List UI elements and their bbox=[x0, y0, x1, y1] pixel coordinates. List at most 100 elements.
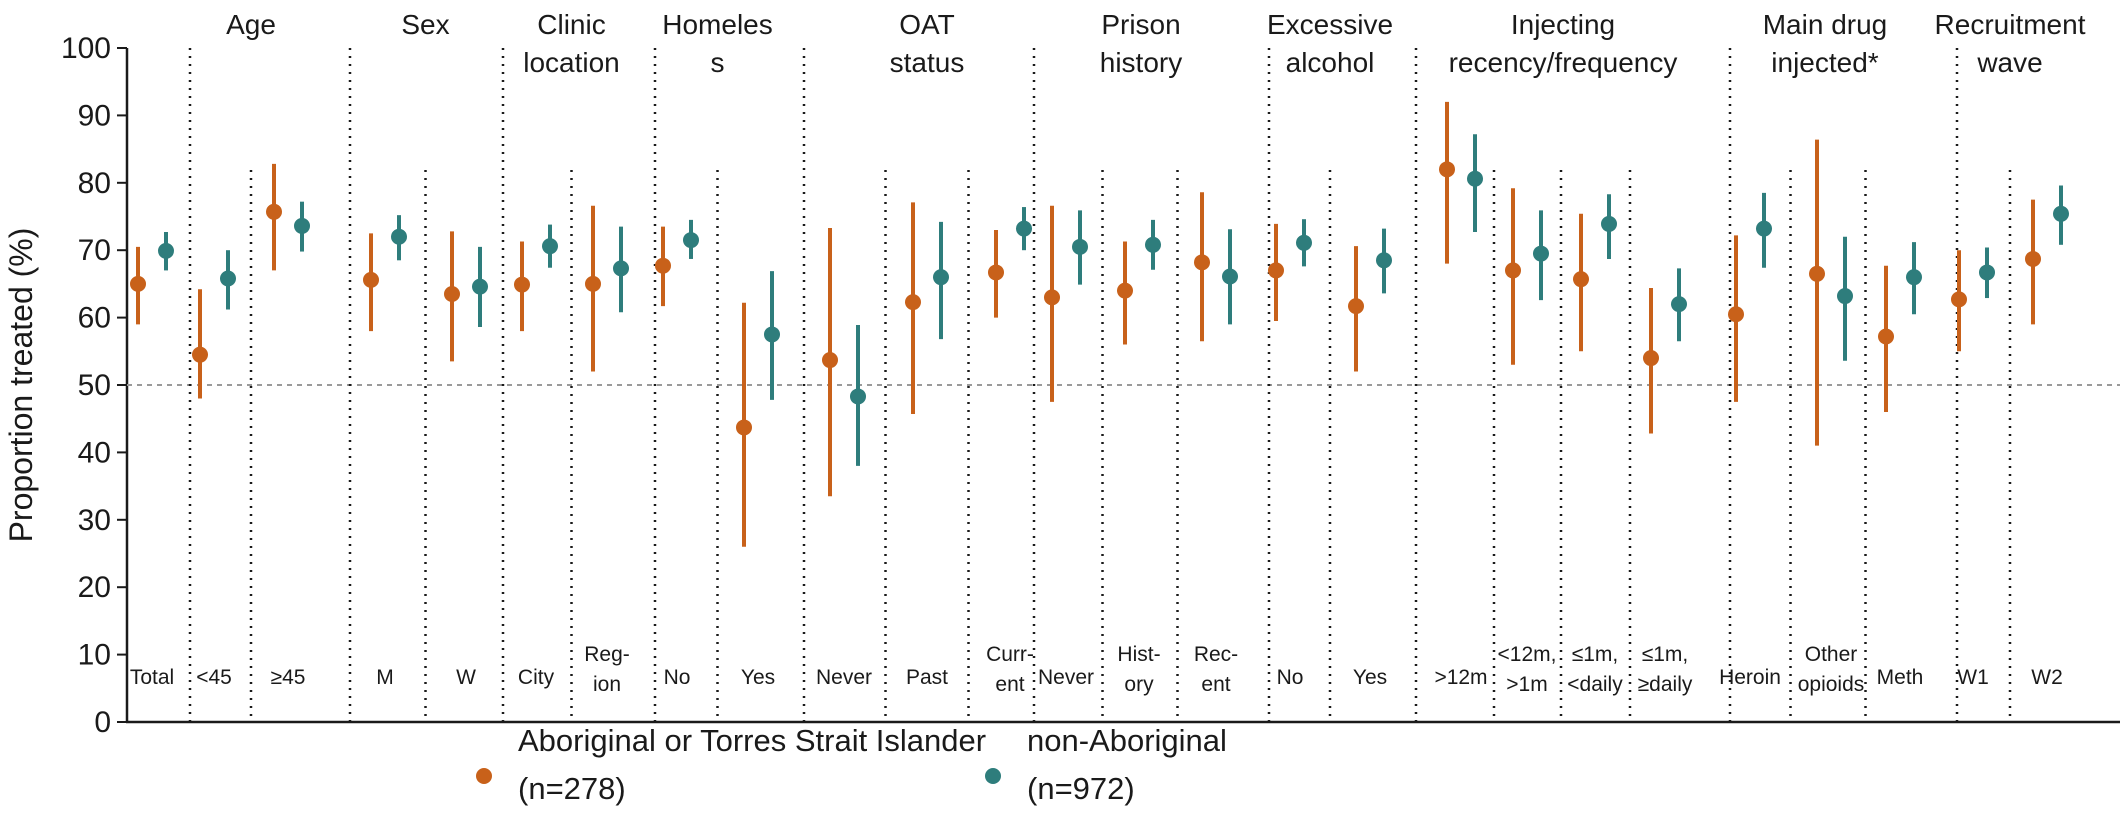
category-label: <12m, bbox=[1498, 643, 1557, 666]
category-label: City bbox=[518, 666, 555, 689]
category-label: ≤1m, bbox=[1642, 643, 1689, 666]
category-label: W1 bbox=[1957, 666, 1989, 689]
data-point bbox=[764, 326, 780, 343]
data-point bbox=[514, 276, 530, 293]
data-point bbox=[158, 242, 174, 259]
data-point bbox=[1671, 296, 1687, 313]
data-point bbox=[1573, 271, 1589, 288]
data-point bbox=[1837, 288, 1853, 305]
group-label: Excessive bbox=[1267, 9, 1393, 40]
data-point bbox=[294, 217, 310, 234]
data-point bbox=[1222, 268, 1238, 285]
data-point bbox=[1643, 350, 1659, 367]
data-point bbox=[1016, 220, 1032, 237]
group-label: Homeles bbox=[662, 9, 772, 40]
category-label: <45 bbox=[196, 666, 232, 689]
data-point bbox=[130, 275, 146, 292]
category-label: Reg- bbox=[584, 643, 630, 666]
group-label: OAT bbox=[899, 9, 954, 40]
data-point bbox=[1951, 291, 1967, 308]
legend-series-note: (n=972) bbox=[1027, 771, 1135, 806]
category-label: Heroin bbox=[1719, 666, 1781, 689]
category-label: ent bbox=[995, 673, 1024, 696]
category-label: ory bbox=[1124, 673, 1154, 696]
category-label: M bbox=[376, 666, 394, 689]
legend-series-note: (n=278) bbox=[518, 771, 626, 806]
data-point bbox=[1348, 298, 1364, 315]
y-tick-label: 30 bbox=[78, 504, 111, 537]
category-label: Never bbox=[1038, 666, 1094, 689]
data-point bbox=[655, 257, 671, 274]
y-tick-label: 0 bbox=[94, 706, 111, 739]
y-tick-label: 70 bbox=[78, 234, 111, 267]
y-tick-label: 50 bbox=[78, 369, 111, 402]
data-point bbox=[585, 275, 601, 292]
category-label: ≥45 bbox=[271, 666, 306, 689]
y-tick-label: 80 bbox=[78, 167, 111, 200]
data-point bbox=[1268, 262, 1284, 279]
group-label: Clinic bbox=[537, 9, 605, 40]
category-label: ≤1m, bbox=[1572, 643, 1619, 666]
data-point bbox=[1756, 220, 1772, 237]
category-label: Yes bbox=[1353, 666, 1387, 689]
category-label: Rec- bbox=[1194, 643, 1238, 666]
data-point bbox=[1601, 215, 1617, 232]
data-point bbox=[933, 269, 949, 286]
data-point bbox=[391, 228, 407, 245]
category-label: Never bbox=[816, 666, 872, 689]
data-point bbox=[266, 203, 282, 220]
data-point bbox=[444, 286, 460, 303]
data-point bbox=[220, 270, 236, 287]
data-point bbox=[1728, 306, 1744, 323]
data-point bbox=[683, 232, 699, 249]
data-point bbox=[988, 264, 1004, 281]
category-label: opioids bbox=[1798, 673, 1865, 696]
data-point bbox=[1809, 265, 1825, 282]
data-point bbox=[1044, 289, 1060, 306]
category-label: No bbox=[664, 666, 691, 689]
data-point bbox=[472, 278, 488, 295]
group-label: s bbox=[711, 47, 725, 78]
data-point bbox=[1072, 238, 1088, 255]
legend-marker bbox=[476, 768, 492, 784]
y-tick-label: 60 bbox=[78, 302, 111, 335]
category-label: >12m bbox=[1434, 666, 1487, 689]
category-separators bbox=[188, 48, 2012, 722]
data-point bbox=[2053, 205, 2069, 222]
category-label: ent bbox=[1201, 673, 1230, 696]
category-label: W2 bbox=[2031, 666, 2063, 689]
y-tick-label: 10 bbox=[78, 639, 111, 672]
y-axis-title: Proportion treated (%) bbox=[3, 228, 39, 543]
group-label: history bbox=[1100, 47, 1182, 78]
data-point bbox=[1533, 245, 1549, 262]
data-point bbox=[736, 419, 752, 436]
data-point bbox=[1505, 262, 1521, 279]
data-point bbox=[363, 271, 379, 288]
data-point bbox=[1906, 269, 1922, 286]
y-tick-label: 100 bbox=[61, 32, 111, 65]
data-point bbox=[905, 294, 921, 311]
axes: 0 10 20 30 40 50 60 70 80 90 100 Proportion treated… bbox=[3, 32, 2120, 739]
data-point bbox=[1117, 282, 1133, 299]
category-labels: Total <45 ≥45 M W City Reg-ion No Yes Never Past Cu… bbox=[130, 643, 2063, 696]
data-point bbox=[822, 352, 838, 369]
data-point bbox=[850, 388, 866, 405]
data-point bbox=[1979, 264, 1995, 281]
data-marks bbox=[130, 101, 2069, 547]
category-label: Total bbox=[130, 666, 174, 689]
data-point bbox=[1194, 254, 1210, 271]
data-point bbox=[2025, 250, 2041, 267]
category-label: <daily bbox=[1567, 673, 1623, 696]
legend: Aboriginal or Torres Strait Islander (n=2… bbox=[476, 723, 1227, 806]
category-label: Past bbox=[906, 666, 948, 689]
data-point bbox=[1145, 236, 1161, 253]
data-point bbox=[542, 238, 558, 255]
group-label: injected* bbox=[1771, 47, 1879, 78]
group-label: status bbox=[890, 47, 965, 78]
category-label: Other bbox=[1805, 643, 1858, 666]
group-label: Age bbox=[226, 9, 276, 40]
group-label: location bbox=[523, 47, 620, 78]
category-label: Hist- bbox=[1117, 643, 1160, 666]
y-tick-label: 20 bbox=[78, 571, 111, 604]
